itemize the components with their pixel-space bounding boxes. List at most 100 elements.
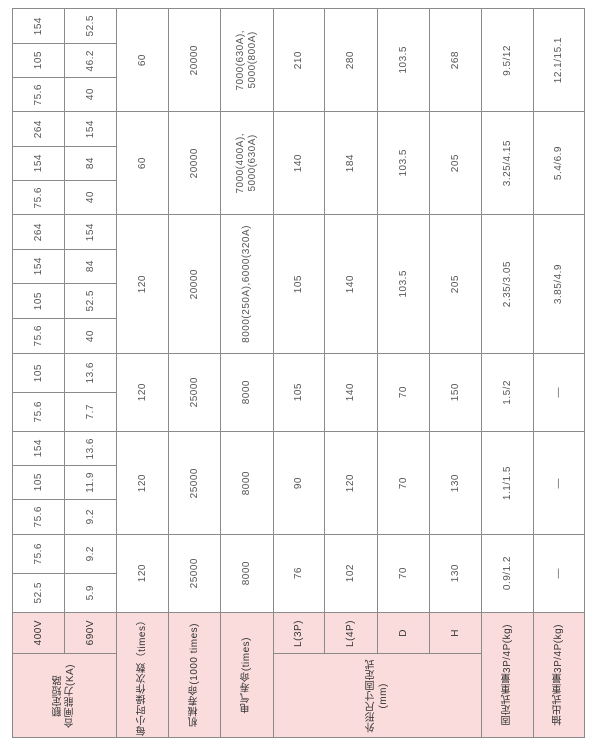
header-h-text: H bbox=[449, 629, 461, 637]
fixed-cell-text: 9.5/12 bbox=[501, 44, 513, 76]
breaking-400v-cell: 105 bbox=[12, 353, 65, 393]
ops-cell: 120 bbox=[116, 431, 169, 535]
h-cell: 130 bbox=[429, 534, 482, 613]
h-cell-text: 130 bbox=[449, 564, 461, 583]
breaking-400v-cell-text: 75.6 bbox=[32, 506, 44, 528]
breaking-400v-cell: 154 bbox=[12, 146, 65, 181]
mech-cell: 25000 bbox=[168, 353, 221, 432]
breaking-400v-cell-text: 75.6 bbox=[32, 83, 44, 106]
d-cell: 103.5 bbox=[377, 214, 430, 354]
breaking-400v-cell: 154 bbox=[12, 8, 65, 44]
h-cell: 205 bbox=[429, 111, 482, 215]
breaking-690v-cell: 154 bbox=[64, 111, 117, 147]
breaking-400v-cell-text: 52.5 bbox=[32, 582, 44, 604]
breaking-690v-cell-text: 7.7 bbox=[84, 404, 96, 420]
elec-cell-text: 8000(250A),6000(320A) bbox=[241, 225, 252, 343]
l3p-cell: 105 bbox=[273, 353, 325, 432]
mech-cell-text: 25000 bbox=[188, 377, 200, 408]
breaking-400v-cell: 52.5 bbox=[12, 573, 65, 613]
breaking-690v-cell: 7.7 bbox=[64, 392, 117, 432]
l3p-cell: 76 bbox=[273, 534, 325, 613]
breaking-400v-cell-text: 75.6 bbox=[32, 543, 44, 565]
fixed-cell-text: 3.25/4.15 bbox=[501, 139, 513, 187]
header-l4p-text: L(4P) bbox=[345, 619, 356, 647]
h-cell-text: 130 bbox=[449, 473, 461, 493]
header-breaking-capacity-text: 额定短路 合闸能力(KA) bbox=[52, 663, 76, 728]
breaking-690v-cell: 84 bbox=[64, 146, 117, 181]
breaking-400v-cell: 75.6 bbox=[12, 77, 65, 112]
breaking-690v-cell-text: 52.5 bbox=[84, 15, 96, 37]
header-690v-text: 690V bbox=[84, 620, 96, 646]
h-cell-text: 150 bbox=[449, 383, 461, 402]
breaking-400v-cell: 154 bbox=[12, 431, 65, 466]
breaking-690v-cell-text: 52.5 bbox=[84, 290, 96, 312]
mech-cell-text: 20000 bbox=[188, 147, 200, 179]
breaking-400v-cell: 105 bbox=[12, 465, 65, 500]
header-ops-per-hour: 每小时操作次数（times） bbox=[116, 612, 169, 738]
breaking-690v-cell: 154 bbox=[64, 214, 117, 250]
l3p-cell-text: 105 bbox=[293, 274, 304, 294]
fixed-cell-text: 0.9/1.2 bbox=[501, 556, 513, 591]
mech-cell: 20000 bbox=[168, 111, 221, 215]
ops-cell-text: 120 bbox=[136, 564, 148, 583]
breaking-400v-cell-text: 154 bbox=[32, 257, 44, 276]
breaking-400v-cell-text: 75.6 bbox=[32, 401, 44, 423]
ops-cell: 60 bbox=[116, 8, 169, 112]
header-fixed-weight: 固定式重量3P/4P(kg) bbox=[481, 612, 534, 738]
breaking-690v-cell-text: 5.9 bbox=[84, 585, 96, 601]
breaking-400v-cell: 75.6 bbox=[12, 392, 65, 432]
header-690v: 690V bbox=[64, 612, 117, 654]
breaking-690v-cell: 40 bbox=[64, 77, 117, 112]
header-mech-life-text: 机械寿命(1000 times) bbox=[188, 623, 200, 727]
header-d: D bbox=[377, 612, 430, 654]
fixed-cell: 1.5/2 bbox=[481, 353, 534, 432]
breaking-690v-cell-text: 154 bbox=[84, 119, 96, 139]
l3p-cell: 140 bbox=[273, 111, 325, 215]
ops-cell: 120 bbox=[116, 214, 169, 354]
drawout-cell-text: — bbox=[553, 568, 564, 579]
ops-cell: 120 bbox=[116, 353, 169, 432]
drawout-cell-text: 5.4/6.9 bbox=[553, 145, 564, 181]
breaking-690v-cell-text: 11.9 bbox=[84, 472, 96, 493]
breaking-400v-cell: 264 bbox=[12, 214, 65, 250]
elec-cell-text: 8000 bbox=[241, 470, 252, 496]
d-cell: 70 bbox=[377, 353, 430, 432]
l4p-cell-text: 184 bbox=[345, 153, 356, 173]
breaking-400v-cell-text: 105 bbox=[32, 363, 44, 383]
header-400v-text: 400V bbox=[32, 620, 44, 646]
breaking-690v-cell-text: 9.2 bbox=[84, 509, 96, 525]
l4p-cell: 102 bbox=[324, 534, 378, 613]
header-drawout-weight-text: 抽出式重量3P/4P(kg) bbox=[553, 624, 564, 726]
breaking-690v-cell: 46.2 bbox=[64, 43, 117, 78]
header-l3p: L(3P) bbox=[273, 612, 325, 654]
breaking-690v-cell: 5.9 bbox=[64, 573, 117, 613]
breaking-400v-cell-text: 75.6 bbox=[32, 325, 44, 347]
elec-cell: 8000 bbox=[220, 353, 274, 432]
header-l4p: L(4P) bbox=[324, 612, 378, 654]
header-dimensions-text: 外形尺寸固定式 (mm) bbox=[365, 658, 389, 733]
l4p-cell-text: 102 bbox=[345, 564, 356, 583]
fixed-cell-text: 1.5/2 bbox=[501, 380, 513, 405]
breaking-400v-cell-text: 154 bbox=[32, 16, 44, 36]
header-mech-life: 机械寿命(1000 times) bbox=[168, 612, 221, 738]
breaking-690v-cell: 40 bbox=[64, 318, 117, 354]
h-cell: 205 bbox=[429, 214, 482, 354]
mech-cell-text: 25000 bbox=[188, 467, 200, 499]
h-cell-text: 205 bbox=[449, 274, 461, 294]
elec-cell-text: 7000(630A), 5000(800A) bbox=[235, 29, 258, 91]
header-elec-life-text: 电气寿命(times) bbox=[241, 636, 252, 714]
d-cell-text: 70 bbox=[397, 386, 409, 399]
drawout-cell-text: 3.85/4.9 bbox=[553, 263, 564, 305]
d-cell-text: 103.5 bbox=[397, 270, 409, 298]
l3p-cell-text: 105 bbox=[293, 383, 304, 402]
breaking-690v-cell-text: 40 bbox=[84, 329, 96, 343]
breaking-690v-cell-text: 9.2 bbox=[84, 546, 96, 562]
mech-cell: 20000 bbox=[168, 8, 221, 112]
header-breaking-capacity: 额定短路 合闸能力(KA) bbox=[12, 653, 117, 738]
breaking-400v-cell: 75.6 bbox=[12, 318, 65, 354]
h-cell-text: 268 bbox=[449, 50, 461, 70]
drawout-cell-text: — bbox=[553, 477, 564, 489]
breaking-690v-cell: 11.9 bbox=[64, 465, 117, 500]
fixed-cell: 9.5/12 bbox=[481, 8, 534, 112]
